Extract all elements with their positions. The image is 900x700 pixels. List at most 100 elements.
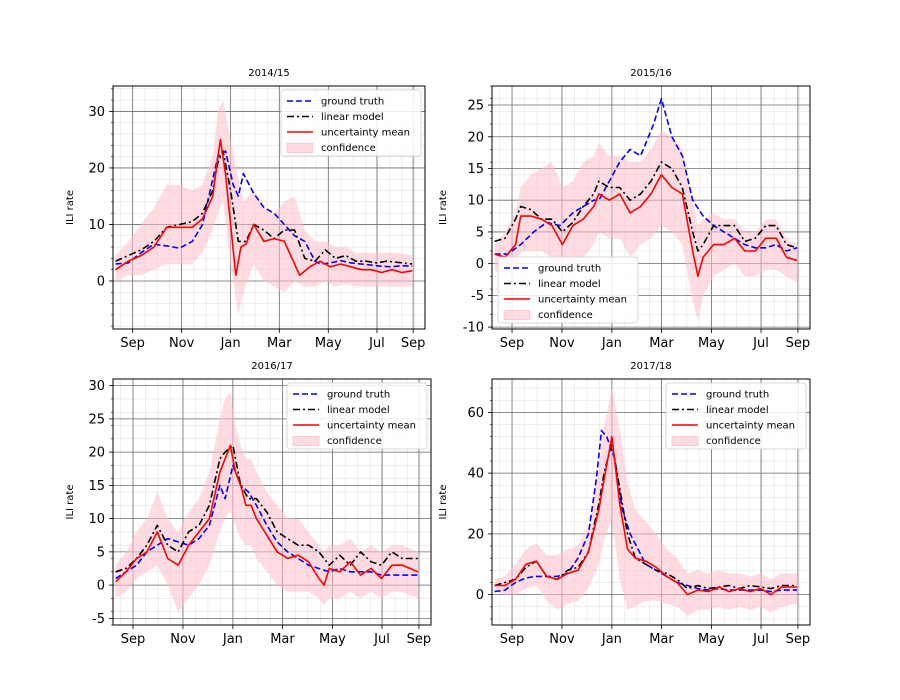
legend-label: confidence bbox=[327, 436, 382, 447]
y-tick-label: 20 bbox=[467, 527, 484, 542]
axes-frame bbox=[491, 85, 811, 330]
legend-label: linear model bbox=[321, 112, 384, 123]
legend-swatch-confidence bbox=[292, 436, 320, 446]
x-tick-label: May bbox=[698, 632, 725, 647]
ground-truth-line bbox=[494, 97, 798, 255]
y-tick-label: 60 bbox=[467, 406, 484, 421]
legend-box bbox=[286, 382, 428, 450]
legend-box bbox=[497, 256, 639, 324]
legend-label: ground truth bbox=[327, 390, 390, 401]
legend: ground truth linear model uncertainty mean… bbox=[286, 382, 428, 450]
x-tick-label: Jan bbox=[220, 336, 241, 351]
legend-label: confidence bbox=[706, 436, 761, 447]
linear-model-line bbox=[494, 161, 798, 252]
y-tick-label: -5 bbox=[92, 612, 105, 627]
x-tick-label: Jan bbox=[601, 336, 622, 351]
y-tick-label: 25 bbox=[88, 412, 105, 427]
legend-label: linear model bbox=[706, 405, 769, 416]
axes-frame bbox=[112, 378, 432, 626]
y-tick-label: 20 bbox=[467, 130, 484, 145]
legend-label: ground truth bbox=[706, 390, 769, 401]
chart-panel-4: Sep Nov Jan Mar May Jul Sep 0 20 40 60 2017/18 ILI r… bbox=[438, 361, 811, 647]
y-tick-label: -10 bbox=[463, 321, 484, 336]
series-layer bbox=[115, 392, 419, 612]
uncertainty-mean-line bbox=[494, 435, 797, 596]
series-layer bbox=[115, 100, 413, 315]
y-tick-label: 5 bbox=[97, 545, 105, 560]
legend-swatch-confidence bbox=[503, 310, 531, 320]
y-tick-label: 0 bbox=[97, 274, 105, 289]
legend-label: ground truth bbox=[321, 97, 384, 108]
legend-label: uncertainty mean bbox=[321, 128, 410, 139]
legend-label: confidence bbox=[321, 143, 376, 154]
x-tick-label: Sep bbox=[120, 336, 145, 351]
chart-panel-3: Sep Nov Jan Mar May Jul Sep -5 0 5 10 15 20 25 30 2016/… bbox=[65, 361, 432, 647]
legend-swatch-confidence bbox=[286, 143, 314, 153]
x-tick-label: Nov bbox=[549, 336, 575, 351]
uncertainty-mean-line bbox=[115, 138, 413, 277]
y-tick-label: 0 bbox=[476, 257, 484, 272]
x-tick-label: Mar bbox=[649, 336, 674, 351]
axes-frame bbox=[491, 378, 811, 626]
chart-title: 2015/16 bbox=[630, 68, 672, 79]
legend-label: confidence bbox=[538, 310, 593, 321]
confidence-band bbox=[494, 388, 797, 616]
y-tick-label: 15 bbox=[467, 162, 484, 177]
legend: ground truth linear model uncertainty mean… bbox=[497, 256, 639, 324]
x-tick-label: Jul bbox=[373, 632, 390, 647]
x-tick-label: Nov bbox=[169, 336, 195, 351]
y-tick-label: -5 bbox=[471, 289, 484, 304]
y-tick-label: 40 bbox=[467, 467, 484, 482]
legend-label: uncertainty mean bbox=[538, 295, 627, 306]
axes-frame bbox=[112, 85, 426, 330]
x-tick-label: Sep bbox=[786, 336, 811, 351]
chart-title: 2016/17 bbox=[251, 361, 293, 372]
y-axis-label: ILI rate bbox=[65, 485, 76, 520]
x-tick-label: Mar bbox=[270, 632, 295, 647]
x-tick-label: Mar bbox=[267, 336, 292, 351]
legend-swatch-confidence bbox=[671, 436, 699, 446]
y-tick-label: 10 bbox=[467, 194, 484, 209]
chart-title: 2014/15 bbox=[248, 68, 290, 79]
y-tick-label: 0 bbox=[476, 588, 484, 603]
x-tick-label: Nov bbox=[549, 632, 575, 647]
x-tick-label: Mar bbox=[649, 632, 674, 647]
y-axis-label: ILI rate bbox=[438, 190, 449, 225]
x-tick-label: Nov bbox=[170, 632, 196, 647]
legend: ground truth linear model uncertainty mean… bbox=[665, 382, 807, 450]
chart-title: 2017/18 bbox=[630, 361, 672, 372]
linear-model-line bbox=[115, 444, 418, 573]
x-tick-label: Sep bbox=[407, 632, 432, 647]
uncertainty-mean-line bbox=[494, 174, 798, 278]
x-tick-label: May bbox=[315, 336, 342, 351]
y-tick-label: 30 bbox=[88, 379, 105, 394]
legend-label: linear model bbox=[538, 279, 601, 290]
x-tick-label: Jul bbox=[752, 336, 769, 351]
x-tick-label: May bbox=[319, 632, 346, 647]
y-tick-label: 10 bbox=[88, 512, 105, 527]
legend-label: ground truth bbox=[538, 264, 601, 275]
y-tick-label: 25 bbox=[467, 99, 484, 114]
x-tick-label: Jan bbox=[222, 632, 243, 647]
legend: ground truth linear model uncertainty mean… bbox=[280, 89, 422, 157]
x-tick-label: Sep bbox=[500, 336, 525, 351]
y-tick-label: 15 bbox=[88, 479, 105, 494]
x-tick-label: Sep bbox=[500, 632, 525, 647]
legend-box bbox=[280, 89, 422, 157]
x-tick-label: Jul bbox=[752, 632, 769, 647]
legend-label: uncertainty mean bbox=[327, 421, 416, 432]
y-tick-label: 20 bbox=[88, 446, 105, 461]
x-tick-label: Jan bbox=[601, 632, 622, 647]
uncertainty-mean-line bbox=[115, 444, 419, 586]
legend-label: uncertainty mean bbox=[706, 421, 795, 432]
x-tick-label: Sep bbox=[121, 632, 146, 647]
y-axis-label: ILI rate bbox=[438, 485, 449, 520]
series-layer bbox=[494, 97, 798, 321]
linear-model-line bbox=[115, 150, 413, 265]
y-tick-label: 0 bbox=[97, 579, 105, 594]
y-tick-label: 5 bbox=[476, 225, 484, 240]
y-tick-label: 20 bbox=[88, 161, 105, 176]
y-axis-label: ILI rate bbox=[65, 190, 76, 225]
series-layer bbox=[494, 388, 797, 616]
